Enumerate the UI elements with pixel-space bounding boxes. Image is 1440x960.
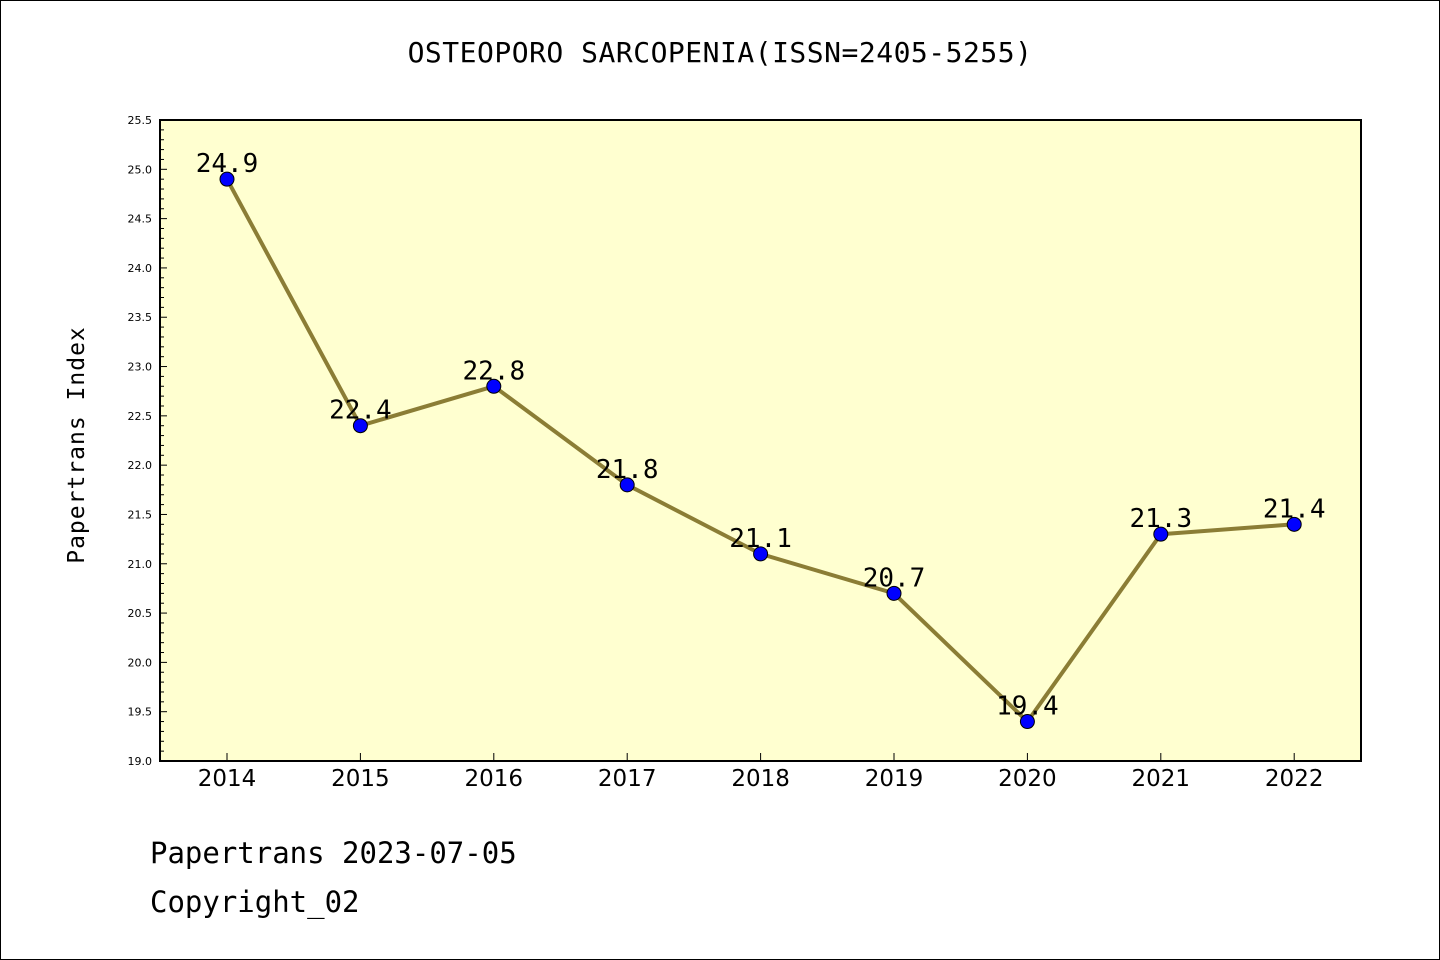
plot-border (159, 119, 1362, 762)
data-point (619, 477, 635, 493)
x-tick-label: 2014 (198, 766, 257, 792)
x-tick-label: 2020 (998, 766, 1057, 792)
chart-title: OSTEOPORO SARCOPENIA(ISSN=2405-5255) (407, 36, 1033, 69)
data-point (219, 171, 235, 187)
x-tick-label: 2021 (1132, 766, 1191, 792)
data-point (486, 378, 502, 394)
x-tick-label: 2015 (331, 766, 390, 792)
y-axis: 19.0 19.5 20.0 20.5 21.0 21.5 22.0 22.5 23.0 23.5… (128, 114, 167, 768)
y-tick-label: 23.5 (128, 311, 153, 324)
y-tick-label: 19.0 (128, 755, 153, 768)
y-tick-label: 20.5 (128, 607, 153, 620)
y-tick-label: 22.0 (128, 459, 153, 472)
y-tick-label: 25.5 (128, 114, 153, 127)
y-tick-label: 19.5 (128, 706, 153, 719)
x-tick-label: 2016 (465, 766, 524, 792)
data-point (753, 546, 769, 562)
data-label: 22.8 (462, 356, 525, 386)
y-tick-label: 24.5 (128, 213, 153, 226)
data-label: 19.4 (996, 692, 1059, 722)
data-point (352, 418, 368, 434)
y-tick-label: 25.0 (128, 163, 153, 176)
data-label: 21.8 (596, 455, 659, 485)
data-point (1153, 526, 1169, 542)
x-tick-label: 2019 (865, 766, 924, 792)
plot-area (160, 120, 1361, 761)
y-tick-label: 21.0 (128, 558, 153, 571)
data-label: 24.9 (196, 149, 259, 179)
x-axis: 2014 2015 2016 2017 2018 2019 2020 2021 2022 (198, 753, 1324, 792)
data-point (1019, 714, 1035, 730)
y-tick-label: 22.5 (128, 410, 153, 423)
footer-date: Papertrans 2023-07-05 (150, 836, 517, 870)
y-tick-label: 24.0 (128, 262, 153, 275)
data-point (1286, 516, 1302, 532)
y-tick-label: 23.0 (128, 361, 153, 374)
x-tick-label: 2022 (1265, 766, 1324, 792)
data-point (886, 585, 902, 601)
x-tick-label: 2017 (598, 766, 657, 792)
y-tick-label: 20.0 (128, 656, 153, 669)
y-tick-label: 21.5 (128, 508, 153, 521)
data-label: 21.1 (729, 524, 792, 554)
data-label: 21.4 (1263, 494, 1326, 524)
data-label: 21.3 (1129, 504, 1192, 534)
footer-copyright: Copyright_02 (150, 885, 360, 919)
x-tick-label: 2018 (731, 766, 790, 792)
data-label: 20.7 (863, 563, 926, 593)
series-group: 24.9 22.4 22.8 21.8 21.1 20.7 19.4 21.3 21.4 (196, 149, 1326, 730)
data-label: 22.4 (329, 396, 392, 426)
